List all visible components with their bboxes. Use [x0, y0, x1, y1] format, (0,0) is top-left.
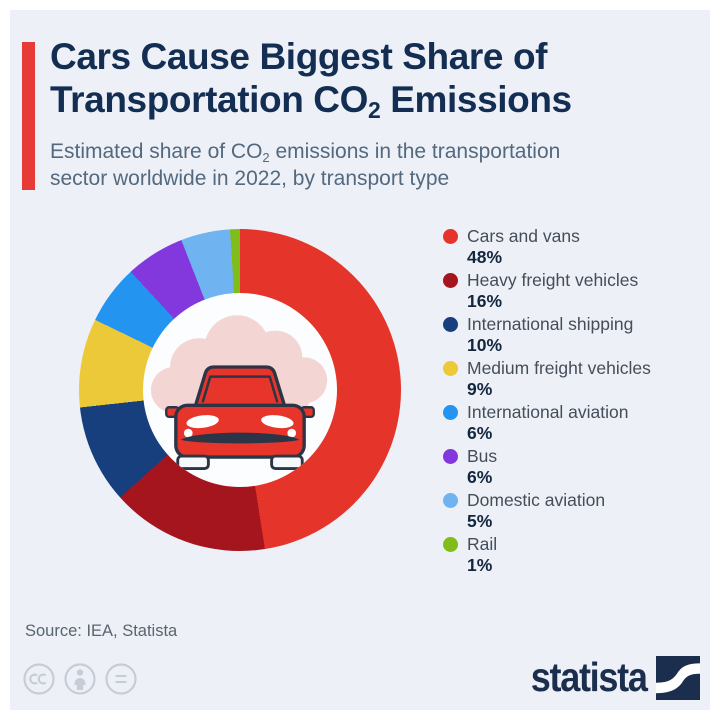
donut-hole: [143, 293, 337, 487]
equals-icon: [105, 663, 137, 695]
legend-value: 6%: [467, 467, 493, 487]
legend-item: Heavy freight vehicles 16%: [443, 270, 715, 312]
legend-color-dot: [443, 405, 458, 420]
legend-label: International aviation: [467, 402, 629, 422]
legend-item: International aviation 6%: [443, 402, 715, 444]
legend-value: 10%: [467, 335, 503, 355]
legend-item: Bus 6%: [443, 446, 715, 488]
legend-label: Rail: [467, 534, 498, 554]
title-line2: Transportation CO2 Emissions: [50, 78, 572, 124]
donut-chart: [79, 229, 401, 551]
legend-label: Bus: [467, 446, 498, 466]
statista-wordmark: statista: [531, 654, 648, 700]
legend-label: Medium freight vehicles: [467, 358, 651, 378]
legend-color-dot: [443, 537, 458, 552]
legend-item: Medium freight vehicles 9%: [443, 358, 715, 400]
legend-label: Cars and vans: [467, 226, 580, 246]
legend-color-dot: [443, 449, 458, 464]
page-title: Cars Cause Biggest Share of Transportati…: [50, 36, 670, 124]
legend-label: Heavy freight vehicles: [467, 270, 639, 290]
legend-label: International shipping: [467, 314, 634, 334]
legend-color-dot: [443, 273, 458, 288]
infographic-canvas: Cars Cause Biggest Share of Transportati…: [10, 10, 710, 710]
statista-logo: statista: [515, 654, 700, 701]
statista-mark-icon: [656, 655, 700, 700]
legend-item: International shipping 10%: [443, 314, 715, 356]
chart-subtitle: Estimated share of CO2 emissions in the …: [50, 140, 561, 191]
legend-value: 6%: [467, 423, 493, 443]
legend-item: Rail 1%: [443, 534, 715, 576]
legend-value: 1%: [467, 555, 493, 575]
car-icon: [165, 365, 315, 470]
legend-item: Domestic aviation 5%: [443, 490, 715, 532]
legend-color-dot: [443, 361, 458, 376]
legend-value: 5%: [467, 511, 493, 531]
legend-color-dot: [443, 493, 458, 508]
legend-item: Cars and vans 48%: [443, 226, 715, 268]
legend: Cars and vans 48% Heavy freight vehicles 16…: [443, 226, 715, 578]
legend-value: 9%: [467, 379, 493, 399]
legend-value: 16%: [467, 291, 503, 311]
car-with-exhaust-cloud-icon: [150, 315, 328, 470]
source-note: Source: IEA, Statista: [25, 622, 178, 640]
attribution-person-icon: [64, 663, 96, 695]
accent-bar: [22, 42, 35, 190]
legend-value: 48%: [467, 247, 503, 267]
co2-subscript: 2: [368, 97, 381, 124]
legend-color-dot: [443, 317, 458, 332]
cc-icon: [23, 663, 55, 695]
legend-label: Domestic aviation: [467, 490, 606, 510]
co2-subscript: 2: [262, 149, 270, 165]
legend-color-dot: [443, 229, 458, 244]
title-line1: Cars Cause Biggest Share of: [50, 36, 548, 77]
license-icons: [22, 662, 138, 696]
